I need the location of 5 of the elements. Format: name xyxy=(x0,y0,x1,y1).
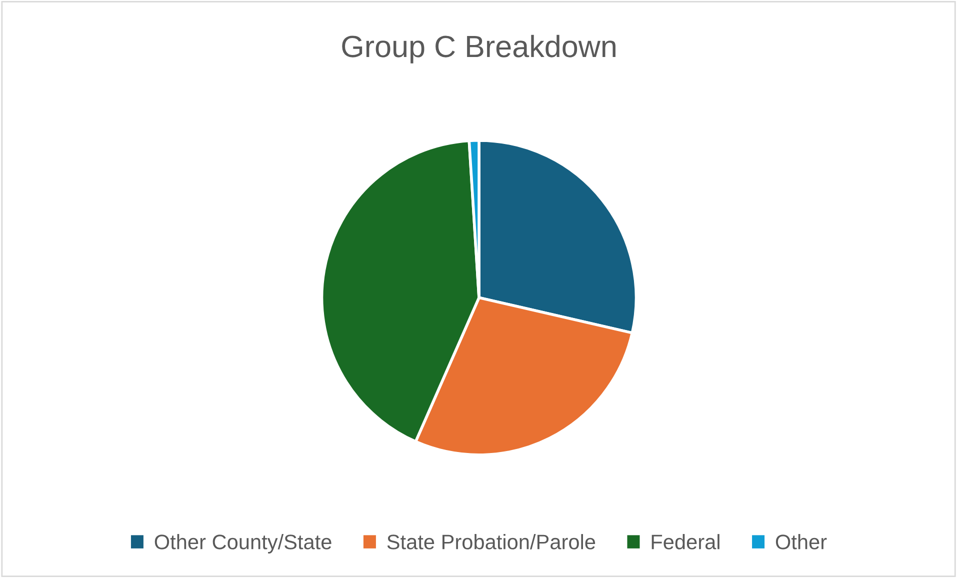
legend-label: Other County/State xyxy=(154,534,332,554)
chart-title: Group C Breakdown xyxy=(342,34,616,64)
legend-label: Federal xyxy=(652,534,720,550)
legend-label: State Probation/Parole xyxy=(387,534,596,550)
legend-label: Other xyxy=(776,534,827,550)
